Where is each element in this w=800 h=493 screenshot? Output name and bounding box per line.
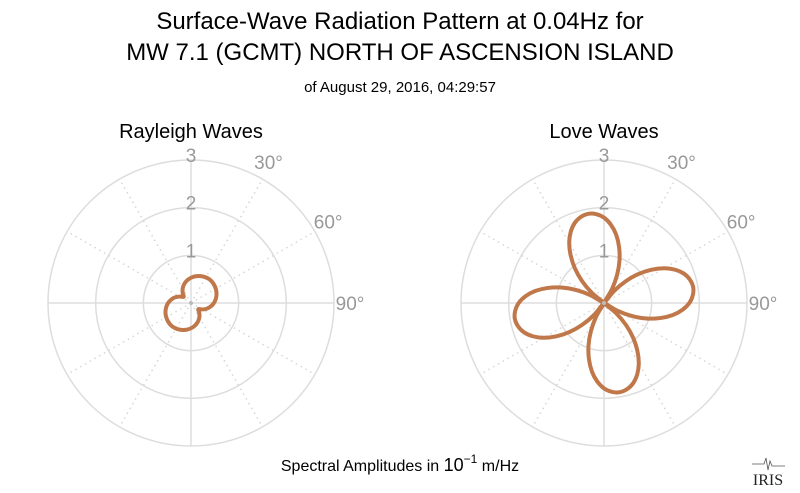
angular-gridline	[190, 178, 264, 304]
radial-gridline	[47, 159, 335, 447]
seismogram-icon	[752, 457, 785, 471]
love-polar-plot: 1 2 3 30° 60° 90°	[460, 146, 778, 447]
rayleigh-pattern-line	[163, 274, 219, 332]
iris-logo: IRIS	[752, 457, 785, 489]
angle-tick-label: 30°	[667, 153, 696, 174]
chart-title-line2: MW 7.1 (GCMT) NORTH OF ASCENSION ISLAND	[126, 39, 674, 66]
iris-logo-text: IRIS	[753, 472, 783, 489]
angular-gridline	[479, 230, 605, 304]
radial-tick-label: 3	[186, 146, 197, 167]
x-axis-label-unit: m/Hz	[477, 458, 519, 475]
angle-tick-label: 90°	[336, 294, 365, 315]
radial-tick-label: 1	[186, 241, 197, 262]
angular-gridline	[190, 302, 316, 376]
radial-tick-label: 2	[599, 194, 610, 215]
angular-gridline	[118, 302, 192, 428]
x-axis-label-exp: −1	[464, 452, 478, 466]
angle-tick-label: 60°	[314, 213, 343, 234]
radial-tick-label: 3	[599, 146, 610, 167]
angle-tick-label: 90°	[749, 294, 778, 315]
x-axis-label: Spectral Amplitudes in 10−1 m/Hz	[281, 452, 519, 475]
angular-gridline	[603, 178, 677, 304]
panel-title-rayleigh: Rayleigh Waves	[119, 121, 263, 143]
x-axis-label-prefix: Spectral Amplitudes in	[281, 458, 444, 475]
radial-gridline	[94, 206, 288, 400]
rayleigh-polar-plot: 1 2 3 30° 60° 90°	[47, 146, 365, 447]
angle-tick-label: 30°	[254, 153, 283, 174]
panel-title-love: Love Waves	[549, 121, 658, 143]
love-pattern-line	[512, 211, 696, 395]
origin-point	[189, 301, 193, 305]
angular-gridline	[66, 302, 192, 376]
x-axis-label-power: 10	[444, 455, 464, 475]
radial-gridline	[142, 254, 240, 352]
chart-subtitle: of August 29, 2016, 04:29:57	[304, 79, 496, 96]
radial-gridline	[555, 254, 653, 352]
origin-point	[602, 301, 606, 305]
radial-tick-label: 1	[599, 241, 610, 262]
radial-gridline	[507, 206, 701, 400]
angular-gridline	[118, 178, 192, 304]
angular-gridline	[190, 230, 316, 304]
radial-gridline	[460, 159, 748, 447]
chart-title-line1: Surface-Wave Radiation Pattern at 0.04Hz…	[156, 8, 643, 35]
angular-gridline	[66, 230, 192, 304]
angular-gridline	[531, 302, 605, 428]
angular-gridline	[190, 302, 264, 428]
radial-tick-label: 2	[186, 194, 197, 215]
angle-tick-label: 60°	[727, 213, 756, 234]
